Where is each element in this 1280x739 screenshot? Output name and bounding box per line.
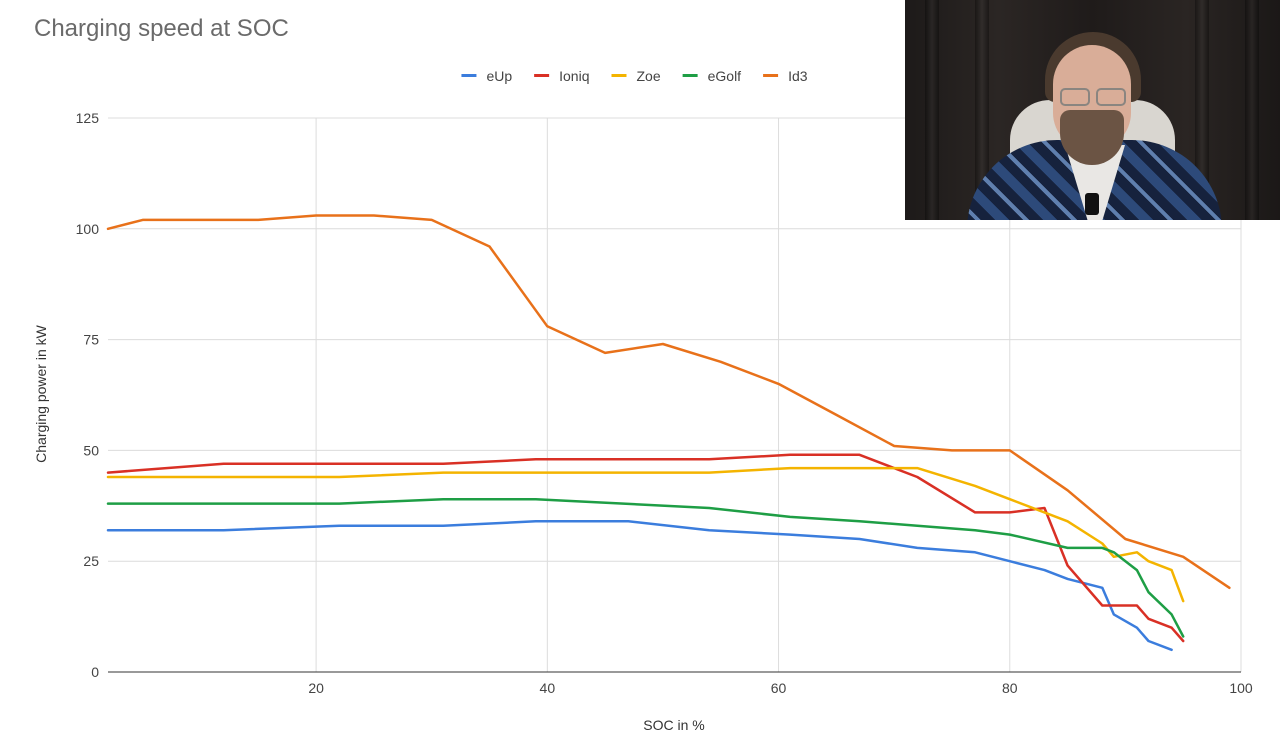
axes: 0 25 50 75 100 125 20 40 60 80 100: [76, 110, 1253, 696]
legend-swatch: [682, 74, 698, 77]
series-line-egolf: [106, 497, 1185, 638]
legend-item-ioniq[interactable]: Ioniq: [534, 68, 589, 84]
series-line-zoe: [106, 466, 1185, 603]
x-axis-title: SOC in %: [643, 717, 704, 733]
y-tick-label: 25: [83, 553, 99, 569]
legend-item-id3[interactable]: Id3: [763, 68, 808, 84]
series-group: [106, 214, 1231, 652]
microphone: [1085, 193, 1099, 215]
legend-item-eup[interactable]: eUp: [461, 68, 512, 84]
legend: eUp Ioniq Zoe eGolf Id3: [461, 68, 808, 84]
x-tick-label: 60: [771, 680, 787, 696]
webcam-overlay: [905, 0, 1280, 220]
legend-swatch: [611, 74, 627, 77]
y-tick-label: 50: [83, 442, 99, 458]
legend-label: Zoe: [636, 68, 660, 84]
legend-label: Ioniq: [559, 68, 589, 84]
chart-title: Charging speed at SOC: [34, 15, 289, 42]
series-line-id3: [106, 214, 1231, 590]
legend-item-zoe[interactable]: Zoe: [611, 68, 661, 84]
legend-item-egolf[interactable]: eGolf: [682, 68, 742, 84]
x-tick-label: 20: [308, 680, 324, 696]
y-tick-label: 100: [76, 221, 100, 237]
y-tick-label: 75: [83, 332, 99, 348]
legend-swatch: [534, 74, 550, 77]
series-line-ioniq: [106, 453, 1185, 643]
legend-swatch: [461, 74, 477, 77]
legend-label: Id3: [788, 68, 808, 84]
x-tick-label: 80: [1002, 680, 1018, 696]
x-tick-label: 100: [1229, 680, 1253, 696]
legend-label: eUp: [486, 68, 512, 84]
glasses: [1060, 88, 1126, 106]
y-tick-label: 0: [91, 664, 99, 680]
legend-swatch: [763, 74, 779, 77]
series-line-eup: [106, 520, 1173, 652]
legend-label: eGolf: [708, 68, 742, 84]
y-tick-label: 125: [76, 110, 100, 126]
y-axis-title: Charging power in kW: [33, 324, 49, 463]
x-tick-label: 40: [540, 680, 556, 696]
